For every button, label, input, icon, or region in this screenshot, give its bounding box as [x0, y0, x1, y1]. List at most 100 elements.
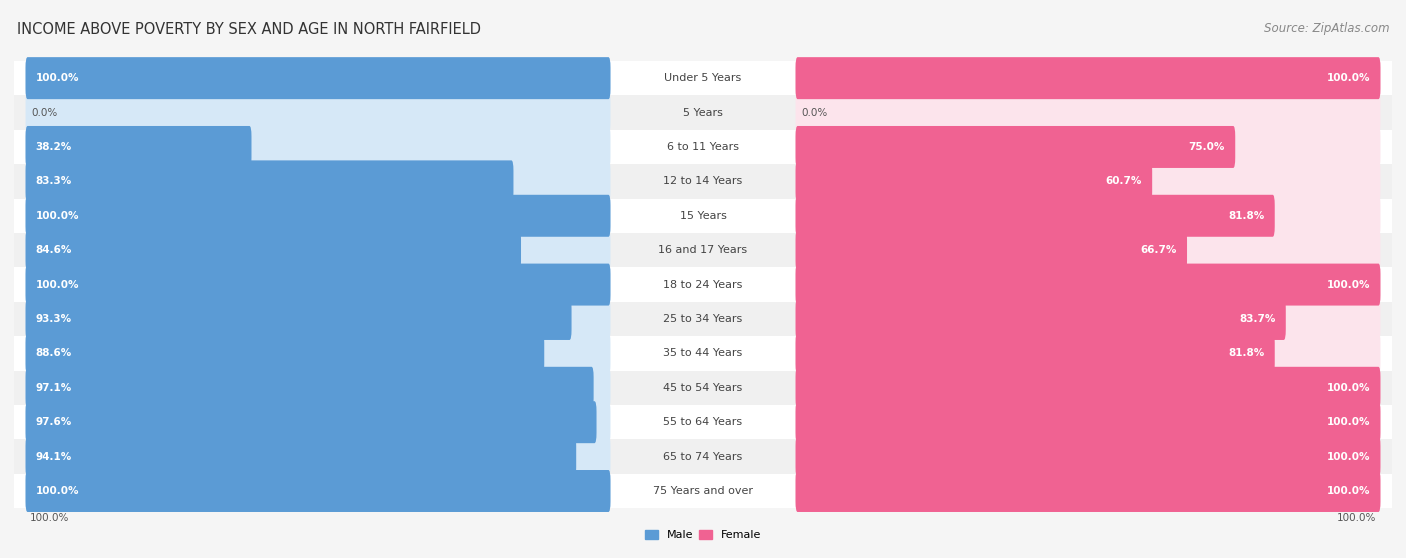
- FancyBboxPatch shape: [25, 436, 576, 478]
- FancyBboxPatch shape: [25, 92, 610, 133]
- Text: 81.8%: 81.8%: [1229, 211, 1264, 221]
- FancyBboxPatch shape: [25, 126, 252, 168]
- Text: 35 to 44 Years: 35 to 44 Years: [664, 348, 742, 358]
- Text: 84.6%: 84.6%: [35, 245, 72, 255]
- FancyBboxPatch shape: [25, 229, 610, 271]
- FancyBboxPatch shape: [25, 160, 513, 203]
- Text: 93.3%: 93.3%: [35, 314, 72, 324]
- Text: 97.1%: 97.1%: [35, 383, 72, 393]
- FancyBboxPatch shape: [25, 229, 522, 271]
- FancyBboxPatch shape: [14, 267, 1392, 302]
- Text: 100.0%: 100.0%: [1327, 280, 1371, 290]
- FancyBboxPatch shape: [796, 470, 1381, 512]
- Text: 5 Years: 5 Years: [683, 108, 723, 118]
- FancyBboxPatch shape: [25, 160, 610, 203]
- Text: 65 to 74 Years: 65 to 74 Years: [664, 451, 742, 461]
- Text: 25 to 34 Years: 25 to 34 Years: [664, 314, 742, 324]
- FancyBboxPatch shape: [796, 229, 1187, 271]
- FancyBboxPatch shape: [796, 126, 1236, 168]
- Text: INCOME ABOVE POVERTY BY SEX AND AGE IN NORTH FAIRFIELD: INCOME ABOVE POVERTY BY SEX AND AGE IN N…: [17, 22, 481, 37]
- Text: 75.0%: 75.0%: [1188, 142, 1225, 152]
- FancyBboxPatch shape: [796, 333, 1381, 374]
- FancyBboxPatch shape: [796, 298, 1381, 340]
- FancyBboxPatch shape: [796, 160, 1152, 203]
- FancyBboxPatch shape: [25, 401, 596, 443]
- FancyBboxPatch shape: [796, 401, 1381, 443]
- FancyBboxPatch shape: [25, 57, 610, 99]
- FancyBboxPatch shape: [796, 470, 1381, 512]
- FancyBboxPatch shape: [25, 470, 610, 512]
- FancyBboxPatch shape: [796, 333, 1275, 374]
- Text: 38.2%: 38.2%: [35, 142, 72, 152]
- FancyBboxPatch shape: [25, 367, 610, 409]
- FancyBboxPatch shape: [796, 160, 1381, 203]
- FancyBboxPatch shape: [25, 263, 610, 306]
- Text: 66.7%: 66.7%: [1140, 245, 1177, 255]
- FancyBboxPatch shape: [25, 298, 610, 340]
- FancyBboxPatch shape: [14, 164, 1392, 199]
- Text: 100.0%: 100.0%: [35, 211, 79, 221]
- Text: 100.0%: 100.0%: [1337, 513, 1376, 523]
- Text: 97.6%: 97.6%: [35, 417, 72, 427]
- Text: 100.0%: 100.0%: [30, 513, 69, 523]
- FancyBboxPatch shape: [14, 233, 1392, 267]
- Text: 83.7%: 83.7%: [1239, 314, 1275, 324]
- FancyBboxPatch shape: [796, 92, 1381, 133]
- FancyBboxPatch shape: [25, 401, 610, 443]
- Text: 6 to 11 Years: 6 to 11 Years: [666, 142, 740, 152]
- Text: 100.0%: 100.0%: [35, 486, 79, 496]
- FancyBboxPatch shape: [796, 367, 1381, 409]
- FancyBboxPatch shape: [14, 95, 1392, 130]
- FancyBboxPatch shape: [25, 263, 610, 306]
- Text: 60.7%: 60.7%: [1105, 176, 1142, 186]
- FancyBboxPatch shape: [25, 195, 610, 237]
- FancyBboxPatch shape: [796, 57, 1381, 99]
- FancyBboxPatch shape: [796, 367, 1381, 409]
- FancyBboxPatch shape: [25, 126, 610, 168]
- FancyBboxPatch shape: [25, 333, 610, 374]
- FancyBboxPatch shape: [796, 126, 1381, 168]
- Text: 100.0%: 100.0%: [1327, 451, 1371, 461]
- Text: 94.1%: 94.1%: [35, 451, 72, 461]
- FancyBboxPatch shape: [14, 405, 1392, 439]
- FancyBboxPatch shape: [796, 298, 1285, 340]
- Text: 0.0%: 0.0%: [31, 108, 58, 118]
- FancyBboxPatch shape: [796, 263, 1381, 306]
- FancyBboxPatch shape: [25, 470, 610, 512]
- FancyBboxPatch shape: [14, 439, 1392, 474]
- Text: 15 Years: 15 Years: [679, 211, 727, 221]
- Text: 100.0%: 100.0%: [1327, 73, 1371, 83]
- FancyBboxPatch shape: [796, 57, 1381, 99]
- FancyBboxPatch shape: [25, 57, 610, 99]
- FancyBboxPatch shape: [25, 333, 544, 374]
- FancyBboxPatch shape: [25, 436, 610, 478]
- FancyBboxPatch shape: [14, 199, 1392, 233]
- FancyBboxPatch shape: [25, 195, 610, 237]
- FancyBboxPatch shape: [796, 436, 1381, 478]
- Text: 12 to 14 Years: 12 to 14 Years: [664, 176, 742, 186]
- FancyBboxPatch shape: [796, 195, 1381, 237]
- Text: 0.0%: 0.0%: [801, 108, 827, 118]
- Text: 100.0%: 100.0%: [1327, 383, 1371, 393]
- Text: Source: ZipAtlas.com: Source: ZipAtlas.com: [1264, 22, 1389, 35]
- FancyBboxPatch shape: [14, 474, 1392, 508]
- Text: Under 5 Years: Under 5 Years: [665, 73, 741, 83]
- Text: 55 to 64 Years: 55 to 64 Years: [664, 417, 742, 427]
- FancyBboxPatch shape: [796, 401, 1381, 443]
- Legend: Male, Female: Male, Female: [640, 525, 766, 545]
- FancyBboxPatch shape: [25, 367, 593, 409]
- FancyBboxPatch shape: [14, 371, 1392, 405]
- FancyBboxPatch shape: [14, 61, 1392, 95]
- FancyBboxPatch shape: [14, 302, 1392, 336]
- Text: 83.3%: 83.3%: [35, 176, 72, 186]
- Text: 16 and 17 Years: 16 and 17 Years: [658, 245, 748, 255]
- Text: 18 to 24 Years: 18 to 24 Years: [664, 280, 742, 290]
- Text: 100.0%: 100.0%: [35, 73, 79, 83]
- FancyBboxPatch shape: [25, 298, 572, 340]
- Text: 45 to 54 Years: 45 to 54 Years: [664, 383, 742, 393]
- Text: 81.8%: 81.8%: [1229, 348, 1264, 358]
- FancyBboxPatch shape: [14, 130, 1392, 164]
- Text: 75 Years and over: 75 Years and over: [652, 486, 754, 496]
- Text: 100.0%: 100.0%: [35, 280, 79, 290]
- FancyBboxPatch shape: [796, 263, 1381, 306]
